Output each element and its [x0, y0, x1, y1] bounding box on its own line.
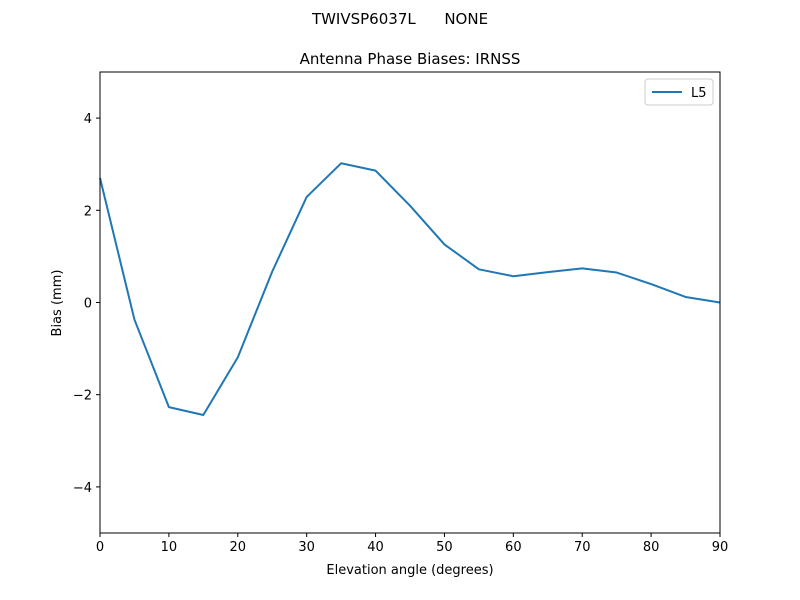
x-tick-label: 80: [643, 540, 660, 555]
y-tick-label: −4: [73, 481, 92, 496]
x-tick-label: 20: [230, 540, 247, 555]
y-axis-ticks: −4 −2 0 2 4: [73, 112, 100, 496]
chart-title: Antenna Phase Biases: IRNSS: [300, 50, 521, 68]
x-axis-label: Elevation angle (degrees): [326, 563, 493, 578]
x-tick-label: 90: [712, 540, 729, 555]
x-tick-label: 60: [505, 540, 522, 555]
y-tick-label: 2: [84, 204, 92, 219]
series-layer: [99, 162, 721, 416]
y-axis-label: Bias (mm): [50, 270, 65, 337]
y-tick-label: 4: [84, 112, 92, 127]
x-tick-label: 70: [574, 540, 591, 555]
x-tick-label: 30: [298, 540, 315, 555]
x-tick-label: 40: [367, 540, 384, 555]
x-axis-ticks: 0 10 20 30 40 50 60 70 80 90: [96, 533, 728, 555]
legend-label-l5: L5: [691, 86, 707, 101]
figure-suptitle: TWIVSP6037L NONE: [311, 10, 488, 28]
x-tick-label: 50: [436, 540, 453, 555]
y-tick-label: 0: [84, 297, 92, 312]
legend: L5: [644, 78, 714, 106]
x-tick-label: 10: [161, 540, 178, 555]
x-tick-label: 0: [96, 540, 104, 555]
series-line-l5: [99, 162, 721, 416]
y-tick-label: −2: [73, 389, 92, 404]
